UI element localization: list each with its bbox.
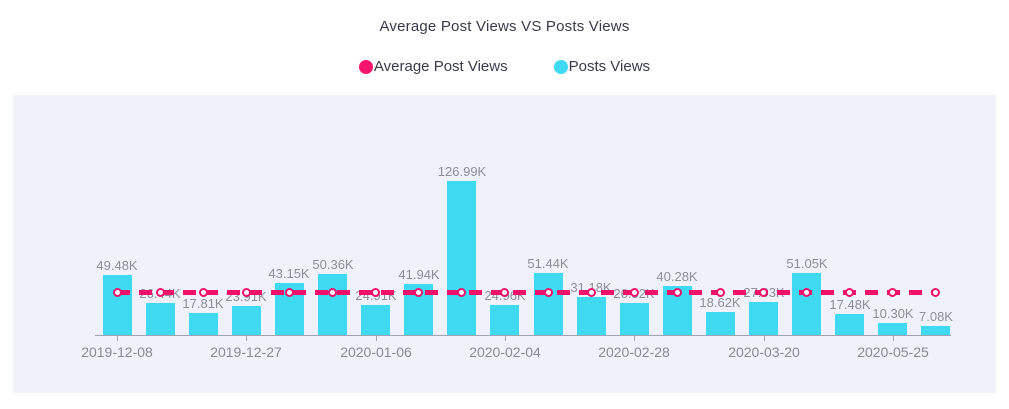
x-axis-tick xyxy=(376,335,377,341)
legend-item-average-post-views[interactable]: Average Post Views xyxy=(358,58,508,75)
average-line-marker-icon xyxy=(285,288,294,297)
bar[interactable] xyxy=(620,303,649,335)
legend: Average Post Views Posts Views xyxy=(0,58,1009,75)
average-line-marker-icon xyxy=(845,288,854,297)
bar[interactable] xyxy=(447,181,476,335)
x-axis-tick xyxy=(764,335,765,341)
chart-title: Average Post Views VS Posts Views xyxy=(379,18,630,35)
bar-value-label: 17.81K xyxy=(182,296,224,311)
bar[interactable] xyxy=(361,305,390,335)
bar-value-label: 50.36K xyxy=(312,257,354,272)
bar[interactable] xyxy=(792,273,821,335)
x-axis-line xyxy=(95,335,951,336)
average-line-marker-icon xyxy=(716,288,725,297)
bar-value-label: 51.05K xyxy=(786,256,828,271)
average-line-marker-icon xyxy=(414,288,423,297)
average-line-marker-icon xyxy=(759,288,768,297)
bar-value-label: 7.08K xyxy=(919,309,953,324)
bar-value-label: 17.48K xyxy=(829,297,871,312)
average-line-marker-icon xyxy=(371,288,380,297)
x-axis-label: 2020-01-06 xyxy=(340,344,412,360)
legend-dot-average-icon xyxy=(358,59,373,74)
x-axis-tick xyxy=(893,335,894,341)
average-line-marker-icon xyxy=(587,288,596,297)
bar[interactable] xyxy=(577,297,606,335)
average-line-marker-icon xyxy=(328,288,337,297)
plot-panel: 49.48K26.44K17.81K23.91K43.15K50.36K24.9… xyxy=(13,95,996,393)
x-axis-tick xyxy=(117,335,118,341)
legend-dot-posts-icon xyxy=(553,59,568,74)
average-line-marker-icon xyxy=(673,288,682,297)
bar[interactable] xyxy=(318,274,347,335)
average-line xyxy=(117,290,936,295)
bar-value-label: 43.15K xyxy=(268,266,310,281)
bar[interactable] xyxy=(706,312,735,335)
bar-value-label: 51.44K xyxy=(527,256,569,271)
legend-label-average: Average Post Views xyxy=(373,58,508,75)
bar-value-label: 40.28K xyxy=(656,269,698,284)
bar[interactable] xyxy=(534,273,563,335)
bar[interactable] xyxy=(146,303,175,335)
x-axis-tick xyxy=(634,335,635,341)
bar[interactable] xyxy=(921,326,950,335)
bar[interactable] xyxy=(232,306,261,335)
bar-value-label: 49.48K xyxy=(96,258,138,273)
bar-value-label: 18.62K xyxy=(699,295,741,310)
average-line-marker-icon xyxy=(888,288,897,297)
x-axis-label: 2020-03-20 xyxy=(728,344,800,360)
bar[interactable] xyxy=(490,305,519,335)
average-line-marker-icon xyxy=(931,288,940,297)
average-line-marker-icon xyxy=(802,288,811,297)
average-line-marker-icon xyxy=(242,288,251,297)
x-axis-label: 2019-12-27 xyxy=(210,344,282,360)
legend-label-posts: Posts Views xyxy=(568,58,651,75)
average-line-marker-icon xyxy=(630,288,639,297)
average-line-marker-icon xyxy=(544,288,553,297)
bar[interactable] xyxy=(749,302,778,335)
bar[interactable] xyxy=(189,313,218,335)
average-line-marker-icon xyxy=(199,288,208,297)
average-line-marker-icon xyxy=(113,288,122,297)
bar[interactable] xyxy=(878,323,907,335)
bar[interactable] xyxy=(835,314,864,335)
bar-value-label: 126.99K xyxy=(437,164,487,179)
chart-area: 49.48K26.44K17.81K23.91K43.15K50.36K24.9… xyxy=(13,95,996,393)
bar-value-label: 41.94K xyxy=(398,267,440,282)
bar-value-label: 10.30K xyxy=(872,306,914,321)
average-line-marker-icon xyxy=(457,288,466,297)
bar[interactable] xyxy=(103,275,132,335)
x-axis-label: 2020-05-25 xyxy=(857,344,929,360)
x-axis-label: 2020-02-28 xyxy=(598,344,670,360)
x-axis-label: 2020-02-04 xyxy=(469,344,541,360)
legend-item-posts-views[interactable]: Posts Views xyxy=(553,58,651,75)
average-line-marker-icon xyxy=(500,288,509,297)
average-line-marker-icon xyxy=(156,288,165,297)
x-axis-tick xyxy=(246,335,247,341)
x-axis-label: 2019-12-08 xyxy=(81,344,153,360)
x-axis-tick xyxy=(505,335,506,341)
